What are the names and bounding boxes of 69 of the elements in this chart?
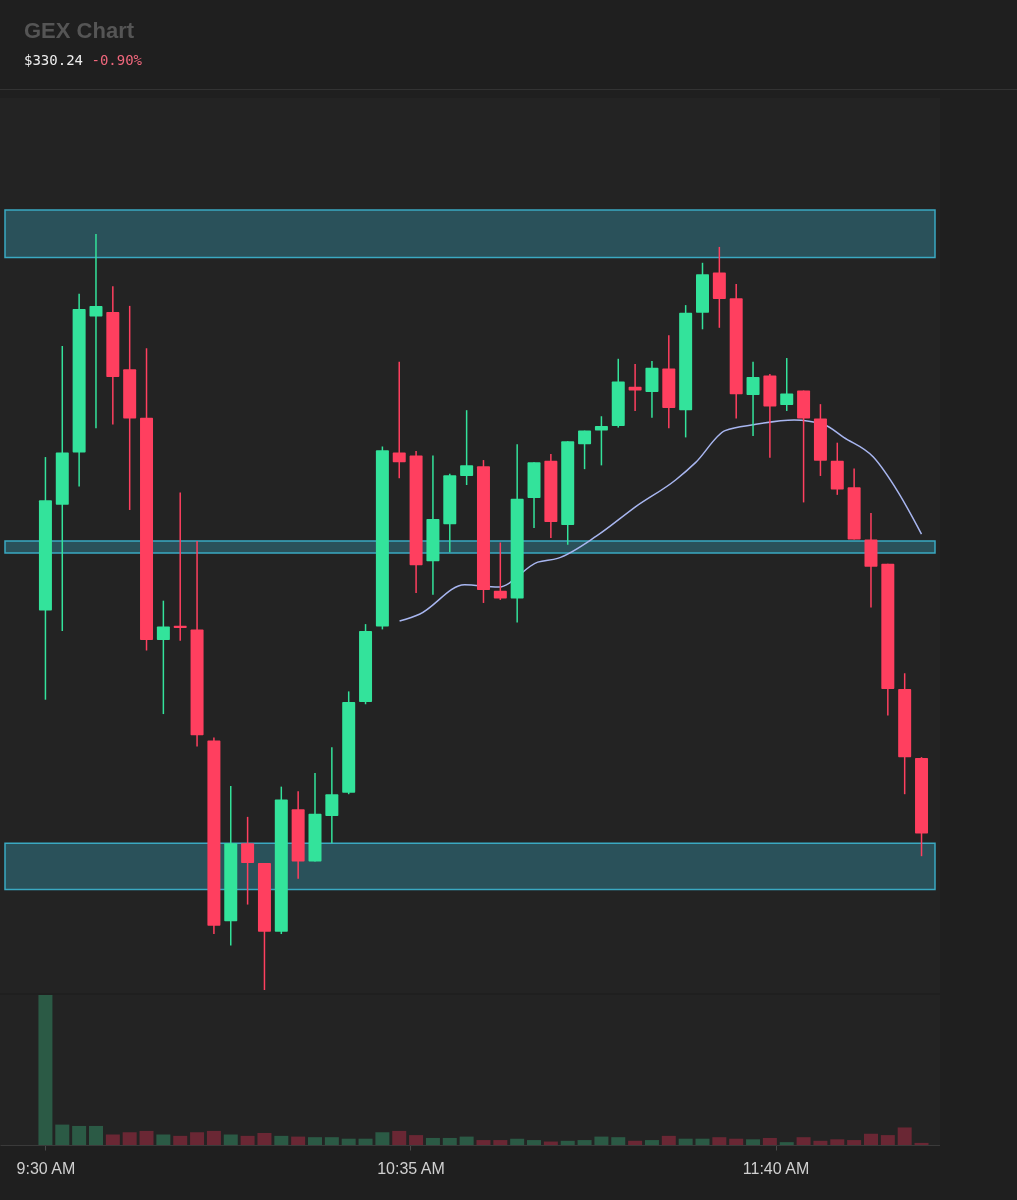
bar: [257, 1133, 272, 1145]
bar: [105, 1134, 120, 1145]
candlestick: [493, 541, 507, 601]
bar: [527, 1140, 542, 1145]
candlestick: [325, 746, 339, 845]
bar: [324, 1137, 339, 1145]
bar: [510, 1138, 525, 1145]
bar: [695, 1138, 710, 1145]
candlestick: [746, 361, 760, 437]
candlestick: [241, 816, 255, 906]
bar: [914, 1142, 929, 1145]
candlestick: [89, 233, 103, 430]
bar: [762, 1137, 777, 1145]
x-tick-label: 10:35 AM: [377, 1159, 445, 1177]
bar: [55, 1124, 70, 1145]
bar: [72, 1125, 87, 1145]
bar: [375, 1132, 390, 1145]
bar: [476, 1140, 491, 1145]
bar: [661, 1135, 676, 1145]
bar: [156, 1134, 171, 1145]
candlestick: [780, 357, 794, 412]
bar: [409, 1135, 424, 1145]
bar: [122, 1132, 137, 1145]
bar: [223, 1134, 238, 1145]
bar: [779, 1142, 794, 1145]
bar: [880, 1135, 895, 1145]
bar: [173, 1135, 188, 1145]
bar: [897, 1127, 912, 1145]
bar: [88, 1125, 103, 1145]
bar: [577, 1140, 592, 1145]
bar: [644, 1140, 659, 1145]
candlestick: [392, 361, 406, 479]
bar: [678, 1138, 693, 1145]
text: -0.90%: [91, 52, 143, 68]
bar: [442, 1137, 457, 1145]
bar: [459, 1136, 474, 1145]
bar: [493, 1140, 508, 1145]
bar: [746, 1139, 761, 1145]
bar: [206, 1130, 221, 1145]
x-tick-label: 11:40 AM: [742, 1159, 810, 1177]
candlestick: [578, 429, 592, 470]
candlestick: [460, 409, 474, 486]
bar: [830, 1139, 845, 1145]
bar: [611, 1137, 626, 1145]
bar: [594, 1136, 609, 1145]
bar: [628, 1140, 643, 1145]
bar: [392, 1130, 407, 1145]
bar: [358, 1138, 373, 1145]
candlestick: [594, 415, 608, 467]
bar: [291, 1136, 306, 1145]
bar: [240, 1135, 255, 1145]
candlestick: [156, 599, 170, 715]
bar: [425, 1137, 440, 1145]
bar: [274, 1135, 289, 1145]
x-tick-label: 9:30 AM: [16, 1159, 76, 1177]
bar: [847, 1140, 862, 1145]
bar: [712, 1137, 727, 1145]
bar: [341, 1138, 356, 1145]
bar: [190, 1132, 205, 1145]
chart-subtitle: $330.24: [24, 52, 84, 68]
bar: [813, 1140, 828, 1145]
bar: [38, 995, 53, 1145]
bar: [729, 1138, 744, 1145]
bar: [560, 1140, 575, 1145]
bar: [308, 1137, 322, 1145]
bar: [863, 1133, 878, 1145]
bar: [139, 1130, 154, 1145]
candlestick: [628, 363, 642, 412]
bar: [796, 1137, 811, 1145]
